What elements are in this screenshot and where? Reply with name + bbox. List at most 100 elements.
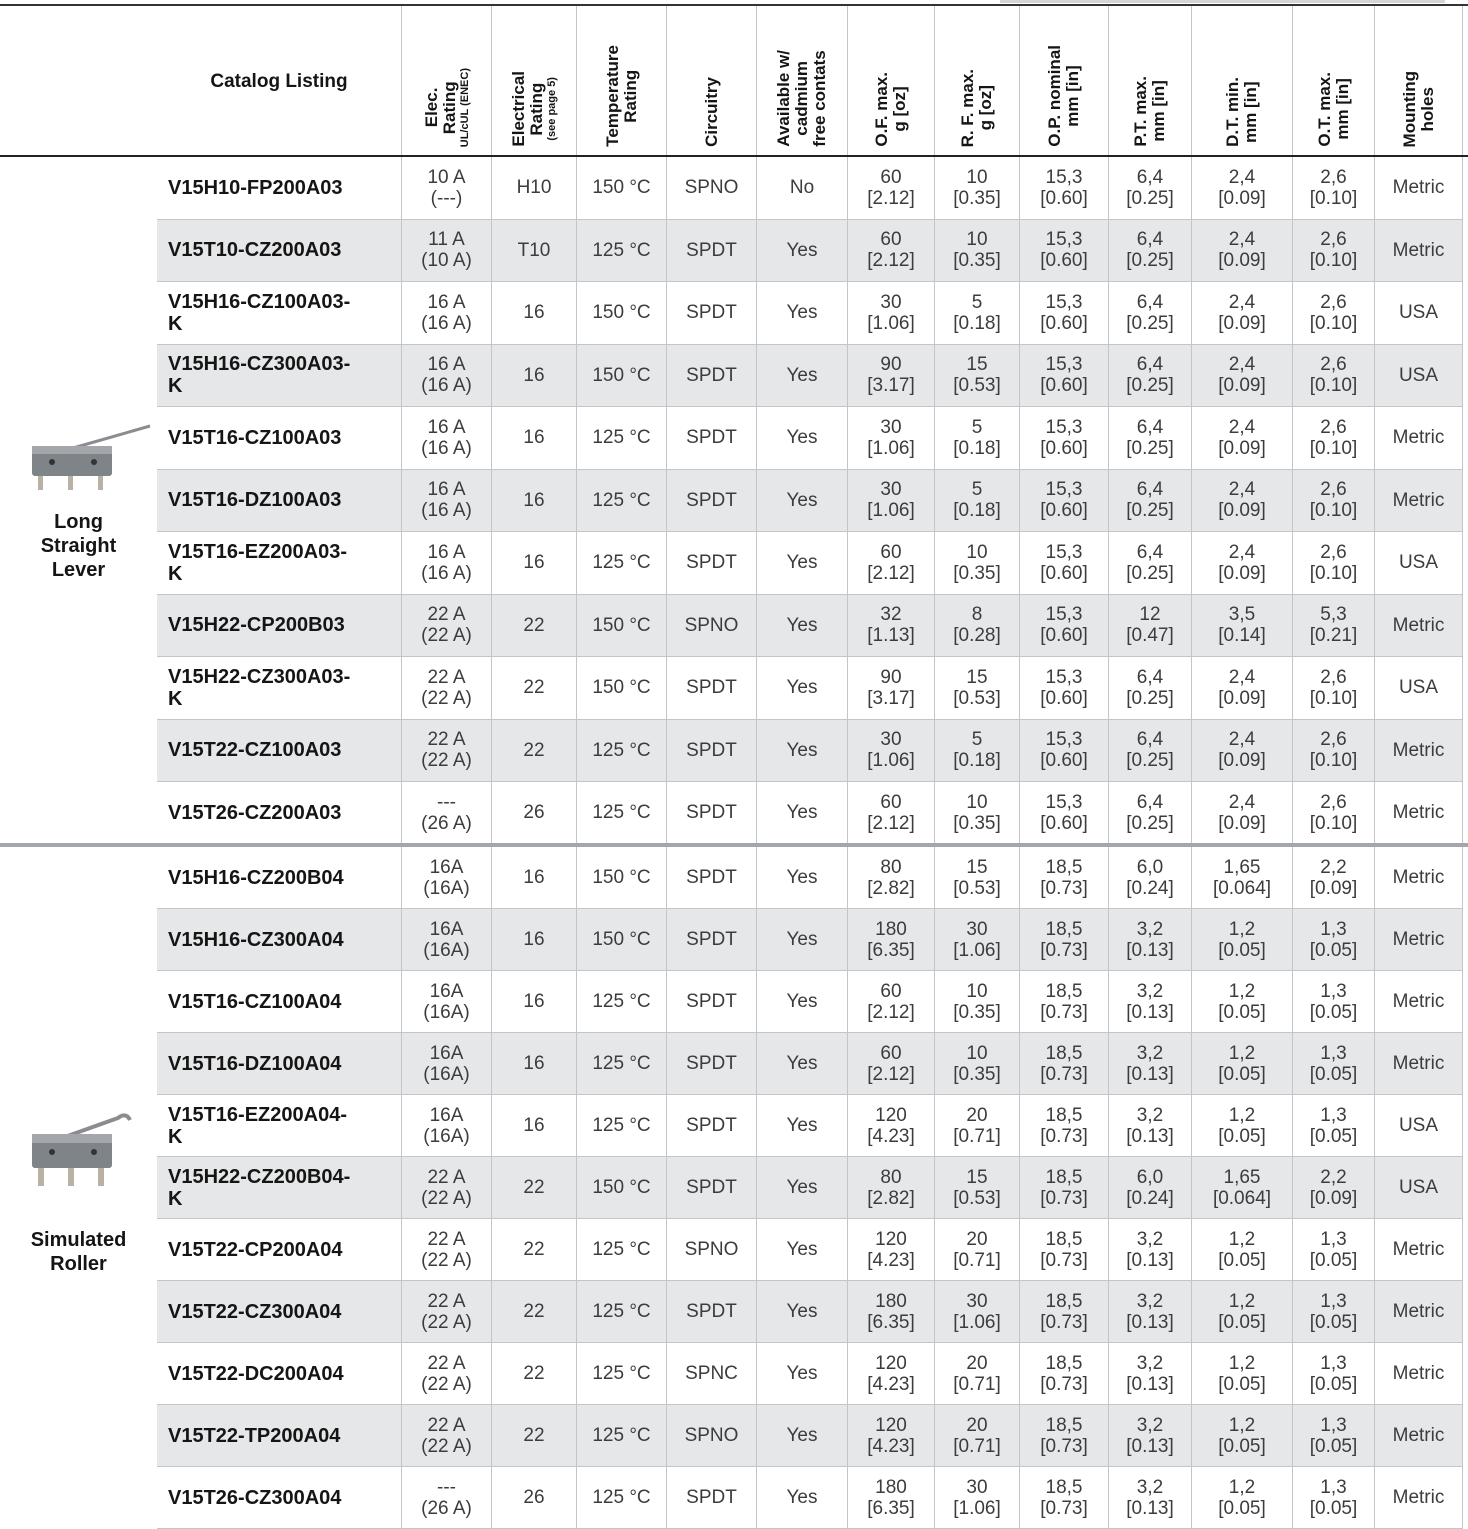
cell-line: [4.23] [867, 1374, 915, 1395]
cell-text: 3,2 [1137, 1105, 1163, 1126]
cell-text: SPNO [685, 1425, 739, 1446]
data-cell: Metric [1375, 1281, 1463, 1343]
data-cell: 22 [492, 1157, 577, 1219]
cell-text: 10 [966, 167, 987, 188]
cell-line: 2,6 [1320, 292, 1346, 313]
cell-line: [0.064] [1213, 878, 1271, 899]
catalog-cell: V15H16-CZ300A04 [157, 909, 402, 971]
cell-text: 150 °C [592, 177, 650, 198]
data-cell: 6,0[0.24] [1109, 1157, 1192, 1219]
header-line: free contats [811, 50, 829, 147]
cell-text: [0.13] [1126, 1250, 1174, 1271]
cell-text: 15 [966, 354, 987, 375]
header-line: g [oz] [977, 69, 995, 147]
data-cell: 1,3[0.05] [1293, 1405, 1375, 1467]
cell-line: 120 [875, 1229, 907, 1250]
cell-text: [0.71] [953, 1374, 1001, 1395]
cell-line: 6,4 [1137, 417, 1163, 438]
cell-text: (16 A) [421, 563, 472, 584]
cell-line: [0.13] [1126, 1064, 1174, 1085]
cell-text: 2,4 [1229, 792, 1255, 813]
cell-text: 6,0 [1137, 1167, 1163, 1188]
cell-line: 60 [880, 167, 901, 188]
cell-line: 6,4 [1137, 229, 1163, 250]
cell-line: [0.60] [1040, 188, 1088, 209]
cell-line: 3,2 [1137, 1229, 1163, 1250]
cell-text: [0.05] [1218, 940, 1266, 961]
cell-text: 1,3 [1320, 1229, 1346, 1250]
catalog-text: V15T16-CZ100A03 [168, 427, 356, 449]
cell-text: [0.064] [1213, 1188, 1271, 1209]
cell-line: [0.60] [1040, 750, 1088, 771]
cell-text: [0.05] [1218, 1250, 1266, 1271]
group-label-text: Long [54, 511, 103, 533]
data-cell: 6,4[0.25] [1109, 407, 1192, 470]
header-line-text: R. F. max. [958, 69, 977, 147]
header-line-text: Rating [527, 83, 546, 136]
cell-text: [0.60] [1040, 375, 1088, 396]
cell-line: 30 [880, 417, 901, 438]
data-cell: Metric [1375, 1405, 1463, 1467]
cell-text: --- [437, 1477, 456, 1498]
cell-text: SPNO [685, 177, 739, 198]
data-cell: 32[1.13] [848, 595, 935, 658]
cell-text: USA [1399, 302, 1438, 323]
cell-text: SPNC [685, 1363, 738, 1384]
cell-text: SPNO [685, 1239, 739, 1260]
cell-text: [2.82] [867, 878, 915, 899]
data-cell: 1,2[0.05] [1192, 1095, 1293, 1157]
cell-text: 120 [875, 1353, 907, 1374]
cell-text: 16 [523, 1115, 544, 1136]
cell-text: 16 [523, 867, 544, 888]
top-tab [1000, 0, 1445, 3]
header-line: holes [1419, 71, 1437, 147]
header-line-text: mm [in] [1333, 79, 1352, 140]
cell-line: 80 [880, 857, 901, 878]
catalog-text: V15H10-FP200A03 [168, 177, 356, 199]
header-line-text: Electrical [509, 71, 528, 147]
cell-line: 6,4 [1137, 667, 1163, 688]
data-cell: 26 [492, 782, 577, 845]
cell-text: 20 [966, 1353, 987, 1374]
cell-text: 15,3 [1046, 167, 1083, 188]
cell-text: 150 °C [592, 929, 650, 950]
cell-text: 60 [880, 792, 901, 813]
data-cell: 26 [492, 1467, 577, 1529]
cell-text: [3.17] [867, 375, 915, 396]
cell-line: [0.73] [1040, 1374, 1088, 1395]
header-line-text: Rating [621, 70, 640, 123]
cell-line: [0.05] [1310, 1312, 1358, 1333]
cell-text: [0.73] [1040, 1498, 1088, 1519]
cell-line: [0.10] [1310, 313, 1358, 334]
cell-line: 16A [430, 1043, 464, 1064]
cell-text: 60 [880, 981, 901, 1002]
header-line-text: O.F. max. [872, 72, 891, 147]
data-cell: 3,2[0.13] [1109, 971, 1192, 1033]
cell-text: [0.53] [953, 878, 1001, 899]
data-cell: Metric [1375, 1343, 1463, 1405]
data-cell: 15,3[0.60] [1020, 470, 1109, 533]
data-cell: 150 °C [577, 909, 667, 971]
header-line: O.T. max. [1316, 72, 1334, 147]
cell-line: 1,3 [1320, 919, 1346, 940]
data-cell: 2,6[0.10] [1293, 345, 1375, 408]
cell-line: (16 A) [421, 500, 472, 521]
cell-line: [0.05] [1218, 1374, 1266, 1395]
cell-line: 18,5 [1046, 1353, 1083, 1374]
cell-line: 180 [875, 1477, 907, 1498]
header-text: O.T. max.mm [in] [1316, 72, 1352, 147]
header-cell: Circuitry [667, 6, 757, 157]
data-cell: 2,6[0.10] [1293, 657, 1375, 720]
cell-line: 10 A [427, 167, 465, 188]
header-text: Elec.RatingUL/cUL (ENEC) [423, 68, 471, 147]
cell-text: Metric [1393, 427, 1445, 448]
data-cell: 2,6[0.10] [1293, 782, 1375, 845]
cell-line: 30 [966, 1291, 987, 1312]
cell-text: 16 A [427, 479, 465, 500]
cell-text: [0.10] [1310, 188, 1358, 209]
header-line: Rating [528, 71, 546, 147]
data-cell: SPDT [667, 782, 757, 845]
cell-text: 120 [875, 1229, 907, 1250]
cell-line: [0.53] [953, 375, 1001, 396]
cell-line: 2,6 [1320, 542, 1346, 563]
